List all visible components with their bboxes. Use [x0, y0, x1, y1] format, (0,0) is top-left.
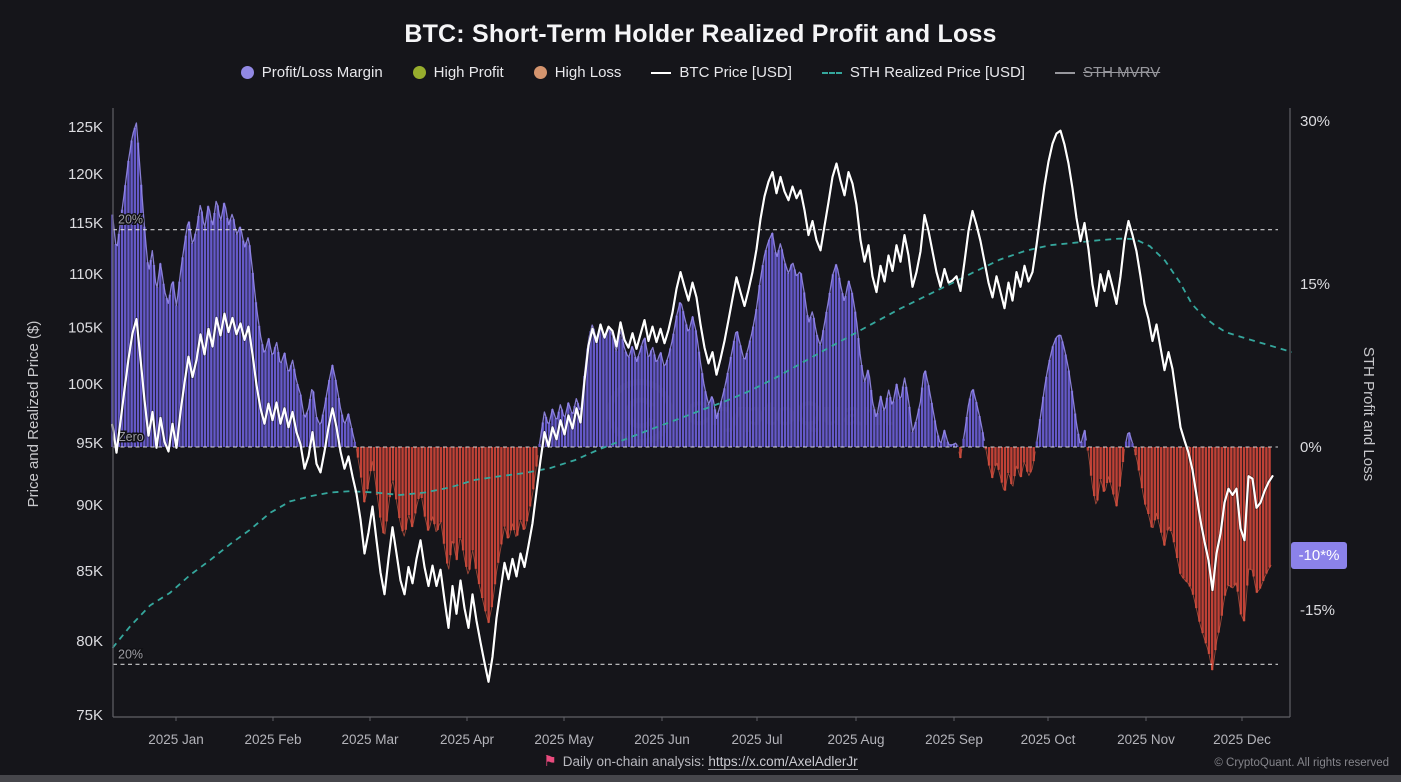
svg-text:2025 Apr: 2025 Apr [440, 732, 495, 747]
legend-item-profit-loss-margin[interactable]: Profit/Loss Margin [240, 64, 383, 81]
axes-spines [112, 108, 1291, 718]
svg-text:115K: 115K [69, 215, 103, 232]
svg-text:2025 Jul: 2025 Jul [731, 732, 782, 747]
legend-dot-icon [240, 66, 254, 79]
svg-text:80K: 80K [76, 633, 103, 650]
svg-text:20%: 20% [118, 213, 143, 227]
legend-label: STH Realized Price [USD] [849, 64, 1025, 81]
chart-title: BTC: Short-Term Holder Realized Profit a… [404, 20, 997, 48]
legend-label: High Profit [433, 64, 504, 81]
svg-text:-15%: -15% [1300, 602, 1335, 619]
svg-text:Price and Realized Price ($): Price and Realized Price ($) [25, 321, 42, 508]
svg-text:85K: 85K [76, 563, 103, 580]
btc-price-line [110, 128, 1275, 684]
copyright-notice: © CryptoQuant. All rights reserved [1214, 757, 1389, 769]
x-axis-labels: 2025 Jan 2025 Feb 2025 Mar 2025 Apr 2025 May… [148, 717, 1271, 747]
legend-item-sth-realized-price-usd-[interactable]: STH Realized Price [USD] [821, 64, 1025, 81]
svg-text:125K: 125K [68, 119, 103, 136]
svg-text:STH Profit and Loss: STH Profit and Loss [1360, 347, 1377, 481]
margin-current-value-badge: -10*% [1291, 542, 1347, 569]
legend-label: Profit/Loss Margin [261, 64, 383, 81]
legend-item-high-profit[interactable]: High Profit [412, 64, 504, 81]
legend-line-icon [1054, 71, 1075, 74]
svg-text:0%: 0% [1300, 439, 1322, 456]
sth-realized-price-line [111, 237, 1292, 649]
svg-text:15%: 15% [1300, 276, 1330, 293]
svg-text:120K: 120K [68, 166, 103, 183]
svg-text:110K: 110K [69, 266, 103, 283]
legend-label: STH MVRV [1082, 64, 1161, 81]
profit-margin-crest [111, 122, 1134, 446]
legend-item-high-loss[interactable]: High Loss [533, 64, 622, 81]
legend-line-icon [651, 71, 672, 74]
legend-label: High Loss [554, 64, 622, 81]
flag-icon: ⚑ [543, 753, 557, 770]
svg-text:100K: 100K [68, 376, 103, 393]
svg-text:2025 Mar: 2025 Mar [341, 732, 399, 747]
svg-text:90K: 90K [76, 497, 103, 514]
svg-text:2025 May: 2025 May [534, 732, 594, 747]
svg-text:2025 Feb: 2025 Feb [244, 732, 301, 747]
loss-margin-crest [355, 448, 1272, 671]
svg-text:20%: 20% [118, 647, 143, 661]
author-link[interactable]: https://x.com/AxelAdlerJr [708, 754, 858, 770]
svg-text:2025 Aug: 2025 Aug [827, 732, 884, 747]
footer-text: Daily on-chain analysis: [562, 754, 705, 769]
svg-text:105K: 105K [68, 320, 103, 337]
legend-dot-icon [412, 66, 426, 79]
right-axis-ticks: 30% 15% 0% -15% [1300, 113, 1335, 619]
profit-margin-bars [111, 127, 1134, 447]
left-axis-ticks: 125K 120K 115K 110K 105K 100K 95K 90K 85K 80K 75K [68, 119, 103, 724]
svg-text:2025 Nov: 2025 Nov [1117, 732, 1175, 747]
svg-text:Zero: Zero [118, 430, 144, 444]
footer-analysis-note: ⚑ Daily on-chain analysis: https://x.com/… [0, 752, 1401, 770]
chart-legend: Profit/Loss Margin High Profit High Loss BT… [0, 64, 1401, 81]
bottom-strip [0, 775, 1401, 782]
svg-text:2025 Oct: 2025 Oct [1021, 732, 1076, 747]
legend-line-icon [821, 71, 842, 74]
svg-text:95K: 95K [76, 435, 103, 452]
axis-titles: Price and Realized Price ($) STH Profit a… [25, 321, 1377, 508]
svg-text:2025 Dec: 2025 Dec [1213, 732, 1271, 747]
legend-dot-icon [533, 66, 547, 79]
svg-text:75K: 75K [76, 707, 103, 724]
legend-item-sth-mvrv[interactable]: STH MVRV [1054, 64, 1161, 81]
svg-text:30%: 30% [1300, 113, 1330, 130]
svg-text:2025 Jan: 2025 Jan [148, 732, 204, 747]
legend-label: BTC Price [USD] [679, 64, 792, 81]
legend-item-btc-price-usd-[interactable]: BTC Price [USD] [651, 64, 792, 81]
svg-text:2025 Sep: 2025 Sep [925, 732, 983, 747]
svg-text:2025 Jun: 2025 Jun [634, 732, 690, 747]
